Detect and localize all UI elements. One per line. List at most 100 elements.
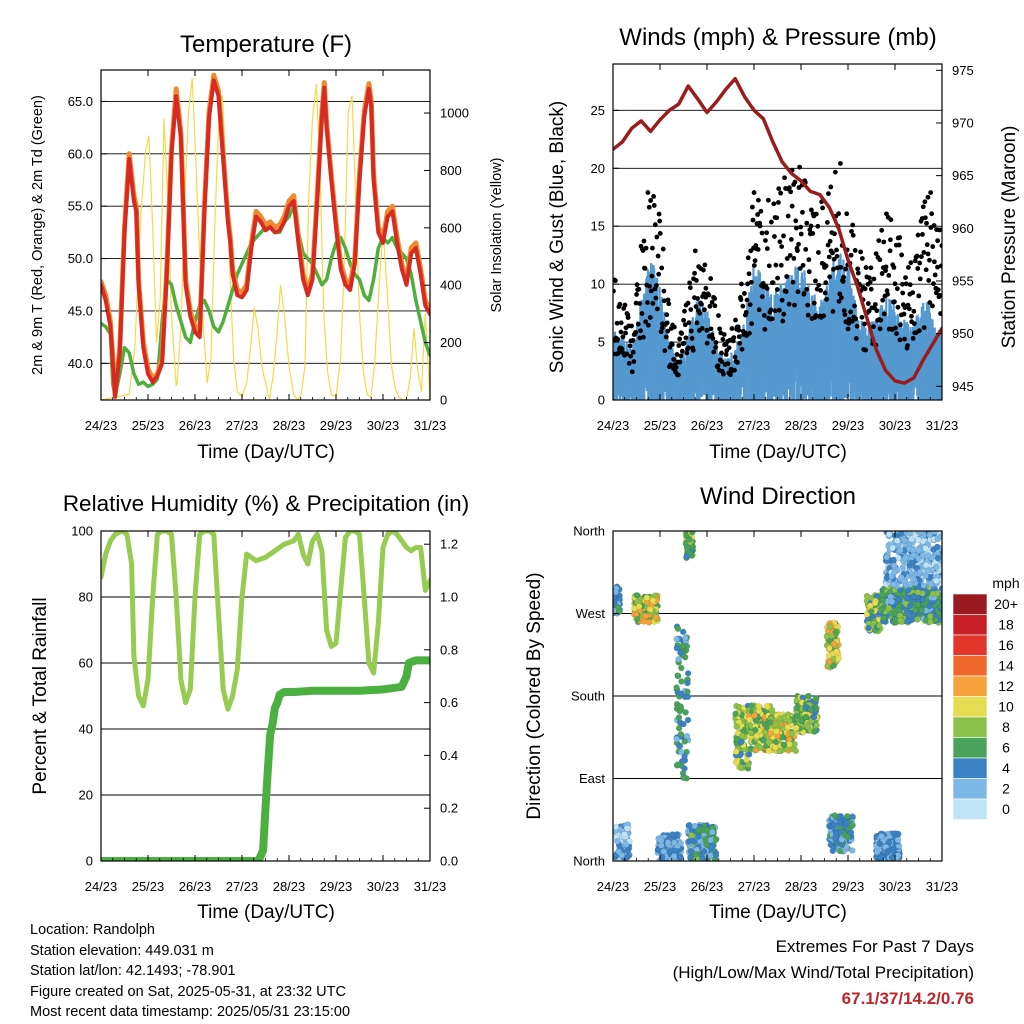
- gust-point: [872, 302, 878, 307]
- gust-point: [935, 238, 941, 244]
- y-tick-label: 1000: [440, 106, 469, 121]
- direction-point: [772, 721, 780, 728]
- winds-axes: 24/23 25/23 26/23 27/23 28/23 29/23 30/23 31/23…: [591, 63, 974, 433]
- gust-point: [919, 254, 924, 260]
- gust-point: [665, 297, 671, 303]
- colorbar-swatch: [952, 675, 988, 697]
- gust-point: [687, 285, 693, 291]
- direction-point: [652, 614, 660, 621]
- gust-point: [712, 296, 718, 301]
- gust-point: [716, 313, 721, 318]
- direction-point: [890, 556, 897, 564]
- direction-point: [868, 608, 875, 615]
- direction-point: [683, 553, 690, 560]
- gust-point: [801, 291, 807, 296]
- direction-point: [773, 728, 780, 735]
- direction-point: [684, 688, 691, 695]
- direction-point: [736, 751, 744, 759]
- direction-point: [891, 568, 898, 576]
- y-tick-label: 45.0: [68, 303, 93, 318]
- direction-point: [738, 732, 746, 740]
- gust-point: [883, 264, 889, 270]
- direction-point: [613, 823, 620, 831]
- direction-point: [733, 759, 741, 767]
- gust-point: [831, 266, 836, 272]
- gust-point: [773, 262, 779, 268]
- gust-point: [633, 329, 639, 335]
- gust-point: [840, 279, 846, 284]
- gust-point: [653, 295, 659, 301]
- gust-point: [721, 371, 726, 377]
- x-tick-label: 24/23: [85, 418, 118, 433]
- colorbar-swatch: [952, 593, 988, 615]
- direction-point: [649, 597, 657, 604]
- y-tick-label: 20: [591, 161, 605, 176]
- direction-point: [786, 717, 793, 725]
- gust-point: [622, 302, 628, 308]
- direction-point: [889, 544, 896, 552]
- humidity-title: Relative Humidity (%) & Precipitation (i…: [63, 491, 469, 516]
- gust-point: [825, 242, 831, 248]
- direction-point: [831, 812, 839, 819]
- direction-point: [823, 633, 831, 640]
- direction-point: [926, 602, 933, 610]
- gust-point: [852, 303, 857, 309]
- direction-point: [807, 706, 814, 713]
- y-tick-label: 0.6: [440, 695, 458, 710]
- temperature-ylabel-left: 2m & 9m T (Red, Orange) & 2m Td (Green): [30, 95, 46, 375]
- direction-point: [748, 702, 755, 709]
- gust-point: [759, 294, 765, 300]
- gust-point: [794, 225, 799, 231]
- gust-point: [928, 190, 934, 196]
- gust-point: [917, 276, 923, 282]
- gust-point: [626, 360, 632, 366]
- direction-point: [682, 634, 689, 642]
- gust-point: [694, 320, 700, 326]
- direction-point: [812, 695, 819, 703]
- gust-point: [647, 315, 653, 320]
- gust-point: [853, 336, 859, 341]
- direction-point: [679, 642, 687, 649]
- gust-point: [687, 280, 693, 286]
- gust-point: [868, 265, 874, 271]
- gust-point: [757, 223, 763, 229]
- gust-point: [719, 359, 725, 365]
- gust-point: [838, 295, 844, 301]
- direction-point: [830, 845, 837, 852]
- direction-point: [833, 648, 840, 655]
- direction-point: [890, 581, 897, 588]
- direction-point: [677, 731, 685, 738]
- direction-point: [674, 761, 682, 768]
- gust-point: [625, 315, 631, 320]
- direction-point: [915, 555, 922, 562]
- direction-point: [843, 819, 851, 827]
- gust-point: [669, 342, 675, 347]
- direction-xlabel: Time (Day/UTC): [709, 902, 847, 923]
- gust-point: [907, 282, 913, 288]
- direction-point: [894, 537, 901, 544]
- direction-point: [776, 747, 783, 755]
- direction-point: [876, 840, 884, 848]
- gust-point: [815, 223, 821, 229]
- gust-point: [762, 326, 768, 332]
- colorbar-label: 12: [998, 678, 1014, 694]
- colorbar-swatch: [952, 737, 988, 759]
- gust-point: [702, 262, 708, 268]
- direction-point: [780, 741, 788, 749]
- gust-point: [863, 265, 869, 270]
- colorbar-unit: mph: [992, 575, 1019, 591]
- gust-point: [645, 190, 651, 195]
- gust-point: [845, 326, 851, 332]
- direction-point: [677, 853, 684, 861]
- gust-point: [836, 298, 842, 304]
- direction-point: [929, 590, 937, 598]
- gust-point: [641, 238, 647, 244]
- direction-point: [830, 821, 838, 829]
- gust-point: [901, 311, 907, 317]
- gust-point: [863, 347, 869, 353]
- direction-point: [794, 712, 801, 720]
- direction-point: [635, 603, 643, 610]
- y-tick-label: 0: [86, 854, 93, 869]
- gust-point: [925, 194, 931, 200]
- x-tick-label: 30/23: [879, 879, 912, 894]
